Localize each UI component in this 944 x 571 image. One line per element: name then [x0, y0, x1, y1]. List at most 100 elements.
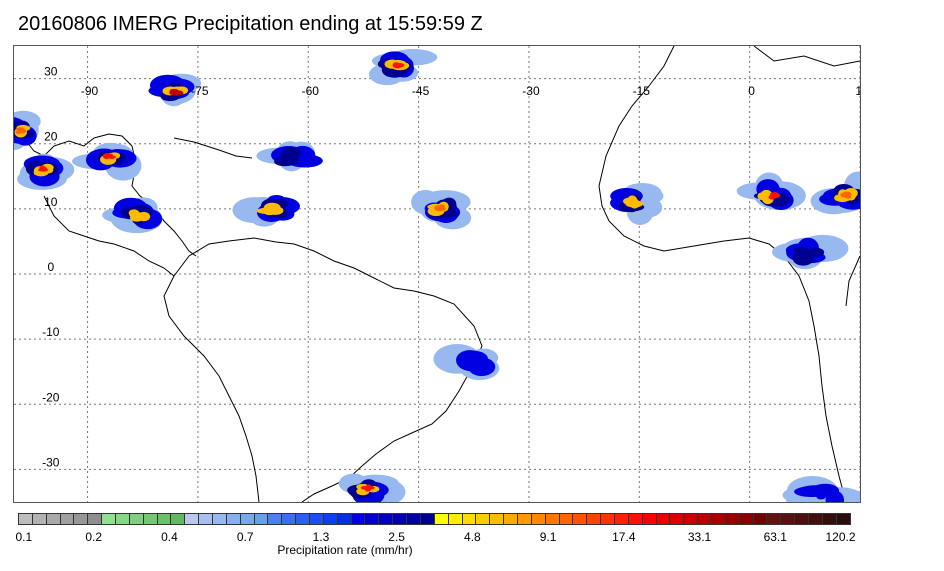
precip-cell — [14, 110, 41, 151]
colorbar-segment — [531, 514, 546, 524]
colorbar-unit-label: Precipitation rate (mm/hr) — [277, 543, 413, 557]
colorbar-tick-label: 0.2 — [85, 530, 103, 544]
colorbar-segment — [351, 514, 366, 524]
colorbar-segment — [310, 514, 324, 524]
latitude-label: -30 — [42, 455, 60, 469]
colorbar-segment — [670, 514, 685, 524]
colorbar-segment — [711, 514, 726, 524]
colorbar-segment — [46, 514, 61, 524]
precip-patch — [291, 152, 298, 157]
longitude-label: 0 — [748, 84, 755, 98]
colorbar-segment — [656, 514, 671, 524]
colorbar — [18, 513, 851, 525]
colorbar-tick-label: 9.1 — [539, 530, 557, 544]
precip-patch — [16, 127, 25, 134]
colorbar-segment — [808, 514, 823, 524]
longitude-label: -30 — [522, 84, 540, 98]
colorbar-segment — [490, 514, 505, 524]
colorbar-tick-label: 33.1 — [687, 530, 712, 544]
colorbar-segment — [393, 514, 408, 524]
longitude-label: -45 — [412, 84, 430, 98]
colorbar-segment — [573, 514, 588, 524]
colorbar-segment — [698, 514, 712, 524]
colorbar-segment — [628, 514, 643, 524]
colorbar-segment — [504, 514, 518, 524]
colorbar-segment — [116, 514, 130, 524]
colorbar-segment — [365, 514, 380, 524]
coastline-africa — [598, 46, 847, 502]
colorbar-segment — [642, 514, 657, 524]
colorbar-segment — [379, 514, 394, 524]
colorbar-segment — [171, 514, 186, 524]
latitude-label: -10 — [42, 325, 60, 339]
colorbar-segment — [88, 514, 103, 524]
precip-cell — [782, 476, 860, 502]
precip-cell — [772, 234, 849, 270]
colorbar-segment — [143, 514, 158, 524]
colorbar-segment — [795, 514, 809, 524]
precipitation-map: -90 -75 -60 -45 -30 -15 0 15 30 20 10 0 -10 -20 -30 — [14, 46, 860, 502]
coastline-south-america-west — [163, 275, 260, 502]
coastline-central-america — [43, 195, 175, 277]
colorbar-segment — [102, 514, 117, 524]
map-panel: -90 -75 -60 -45 -30 -15 0 15 30 20 10 0 -10 -20 -30 — [13, 45, 861, 503]
colorbar-segment — [448, 514, 463, 524]
precip-patch — [137, 213, 145, 219]
longitude-label: 15 — [855, 84, 860, 98]
latitude-label: -20 — [42, 390, 60, 404]
longitude-label: -15 — [633, 84, 651, 98]
precip-patch — [103, 154, 112, 159]
latitude-label: 0 — [47, 260, 54, 274]
coastline-south-america — [173, 237, 483, 502]
precip-patch — [811, 483, 840, 498]
precip-patch — [821, 493, 829, 497]
precip-patch — [806, 253, 814, 258]
precip-cell — [102, 197, 163, 234]
latitude-label: 30 — [44, 65, 58, 79]
longitude-label: -75 — [191, 84, 209, 98]
colorbar-segment — [601, 514, 615, 524]
precip-cell — [610, 182, 664, 226]
colorbar-segment — [822, 514, 837, 524]
colorbar-segment — [476, 514, 491, 524]
colorbar-segment — [337, 514, 352, 524]
precip-patch — [174, 90, 184, 96]
colorbar-tick-label: 4.8 — [464, 530, 481, 544]
precip-patch — [436, 205, 443, 210]
colorbar-segment — [462, 514, 477, 524]
precip-patch — [360, 485, 368, 490]
colorbar-segment — [407, 514, 421, 524]
precip-cell — [369, 49, 438, 86]
precipitation-overlay — [14, 49, 860, 502]
precip-cell — [810, 171, 860, 215]
colorbar-segment — [614, 514, 629, 524]
colorbar-segment — [420, 514, 435, 524]
colorbar-segment — [254, 514, 269, 524]
colorbar-segment — [19, 514, 33, 524]
colorbar-segment — [157, 514, 172, 524]
coastline-africa-east — [845, 255, 860, 307]
latitude-label: 20 — [44, 130, 58, 144]
colorbar-segment — [434, 514, 449, 524]
colorbar-segment — [753, 514, 768, 524]
precip-patch — [463, 363, 471, 369]
colorbar-segment — [517, 514, 532, 524]
colorbar-segment — [213, 514, 227, 524]
colorbar-segment — [559, 514, 574, 524]
precip-cell — [148, 73, 202, 107]
map-title: 20160806 IMERG Precipitation ending at 1… — [18, 13, 483, 35]
precip-patch — [366, 485, 375, 490]
axis-labels: -90 -75 -60 -45 -30 -15 0 15 30 20 10 0 -10 -20 -30 — [42, 65, 860, 470]
colorbar-segment — [129, 514, 144, 524]
colorbar-segment — [32, 514, 47, 524]
colorbar-segment — [296, 514, 311, 524]
graticule — [14, 46, 860, 502]
colorbar-segment — [60, 514, 75, 524]
precip-patch — [392, 62, 401, 69]
colorbar-segment — [282, 514, 297, 524]
colorbar-segment — [240, 514, 255, 524]
latitude-label: 10 — [44, 195, 58, 209]
colorbar-tick-label: 17.4 — [612, 530, 636, 544]
longitude-label: -60 — [302, 84, 320, 98]
precip-cell — [433, 344, 500, 381]
